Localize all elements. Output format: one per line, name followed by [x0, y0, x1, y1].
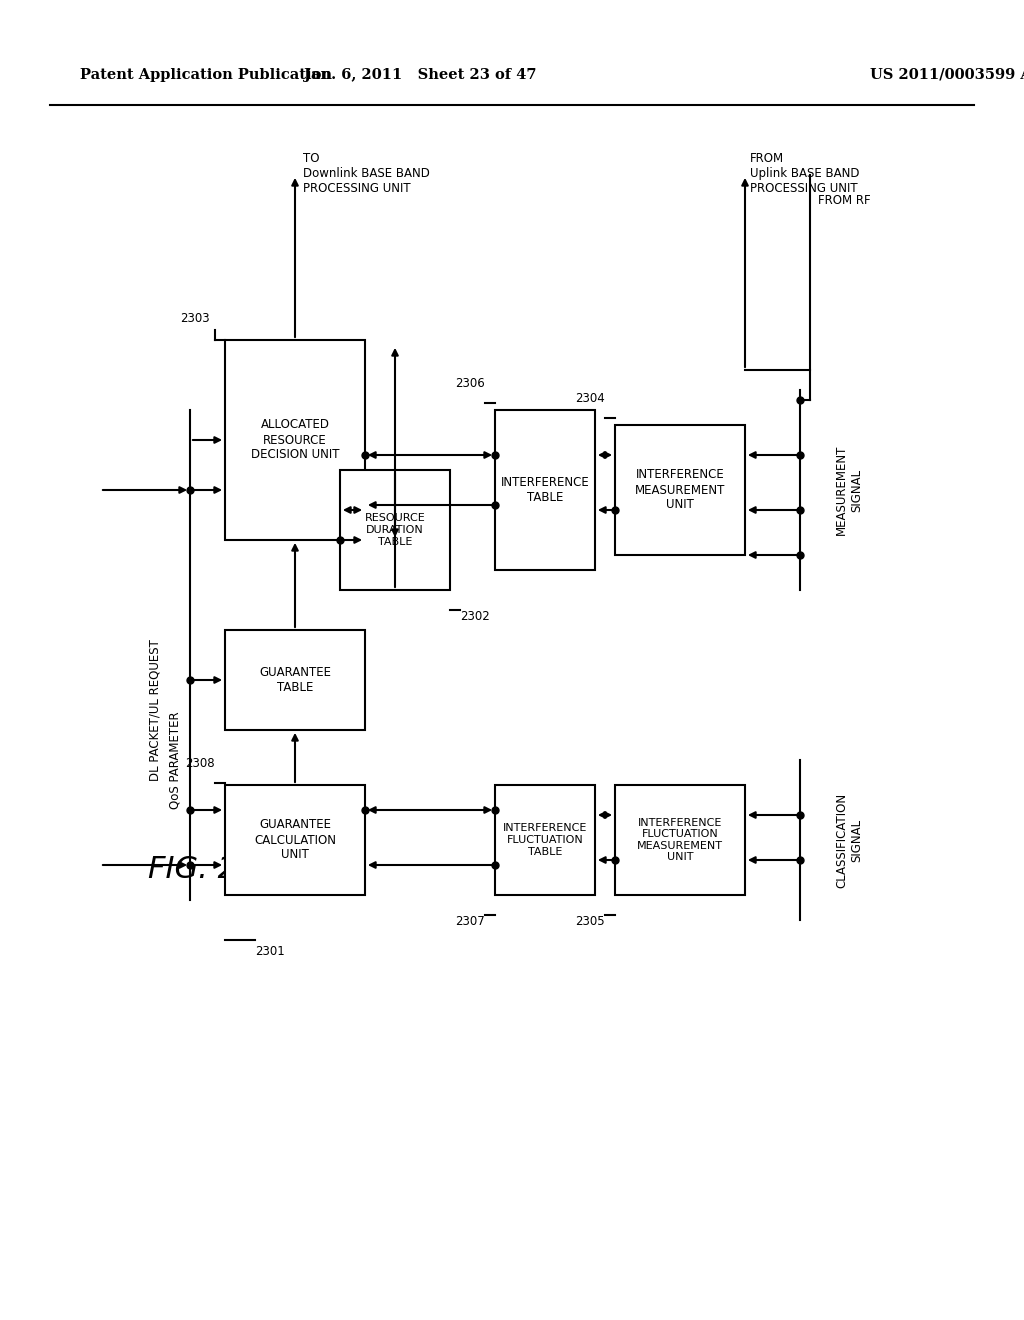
Text: RESOURCE
DURATION
TABLE: RESOURCE DURATION TABLE — [365, 513, 425, 546]
Text: 2303: 2303 — [180, 312, 210, 325]
Text: FROM
Uplink BASE BAND
PROCESSING UNIT: FROM Uplink BASE BAND PROCESSING UNIT — [750, 152, 859, 195]
Text: INTERFERENCE
MEASUREMENT
UNIT: INTERFERENCE MEASUREMENT UNIT — [635, 469, 725, 511]
Text: FIG. 23: FIG. 23 — [148, 855, 256, 884]
Text: INTERFERENCE
FLUCTUATION
MEASUREMENT
UNIT: INTERFERENCE FLUCTUATION MEASUREMENT UNI… — [637, 817, 723, 862]
Bar — [225, 630, 365, 730]
Text: DL PACKET/UL REQUEST: DL PACKET/UL REQUEST — [148, 639, 162, 781]
Text: 2305: 2305 — [575, 915, 605, 928]
Text: QoS PARAMETER: QoS PARAMETER — [169, 711, 181, 809]
Text: FROM RF: FROM RF — [818, 194, 870, 206]
Bar — [495, 785, 595, 895]
Bar — [615, 785, 745, 895]
Text: GUARANTEE
CALCULATION
UNIT: GUARANTEE CALCULATION UNIT — [254, 818, 336, 862]
Text: Patent Application Publication: Patent Application Publication — [80, 69, 332, 82]
Text: ALLOCATED
RESOURCE
DECISION UNIT: ALLOCATED RESOURCE DECISION UNIT — [251, 418, 339, 462]
Text: Jan. 6, 2011   Sheet 23 of 47: Jan. 6, 2011 Sheet 23 of 47 — [304, 69, 537, 82]
Text: GUARANTEE
TABLE: GUARANTEE TABLE — [259, 667, 331, 694]
Text: 2301: 2301 — [255, 945, 285, 958]
Text: 2302: 2302 — [460, 610, 489, 623]
Bar — [225, 341, 365, 540]
Bar — [225, 785, 365, 895]
Text: INTERFERENCE
TABLE: INTERFERENCE TABLE — [501, 477, 590, 504]
Text: 2307: 2307 — [456, 915, 485, 928]
Text: US 2011/0003599 A1: US 2011/0003599 A1 — [870, 69, 1024, 82]
Text: INTERFERENCE
FLUCTUATION
TABLE: INTERFERENCE FLUCTUATION TABLE — [503, 824, 587, 857]
Text: CLASSIFICATION
SIGNAL: CLASSIFICATION SIGNAL — [835, 792, 863, 887]
Text: 2308: 2308 — [185, 756, 215, 770]
Text: TO
Downlink BASE BAND
PROCESSING UNIT: TO Downlink BASE BAND PROCESSING UNIT — [303, 152, 430, 195]
Bar — [340, 470, 450, 590]
Bar — [495, 411, 595, 570]
Text: 2304: 2304 — [575, 392, 605, 405]
Text: 2306: 2306 — [456, 378, 485, 389]
Bar — [615, 425, 745, 554]
Text: MEASUREMENT
SIGNAL: MEASUREMENT SIGNAL — [835, 445, 863, 535]
